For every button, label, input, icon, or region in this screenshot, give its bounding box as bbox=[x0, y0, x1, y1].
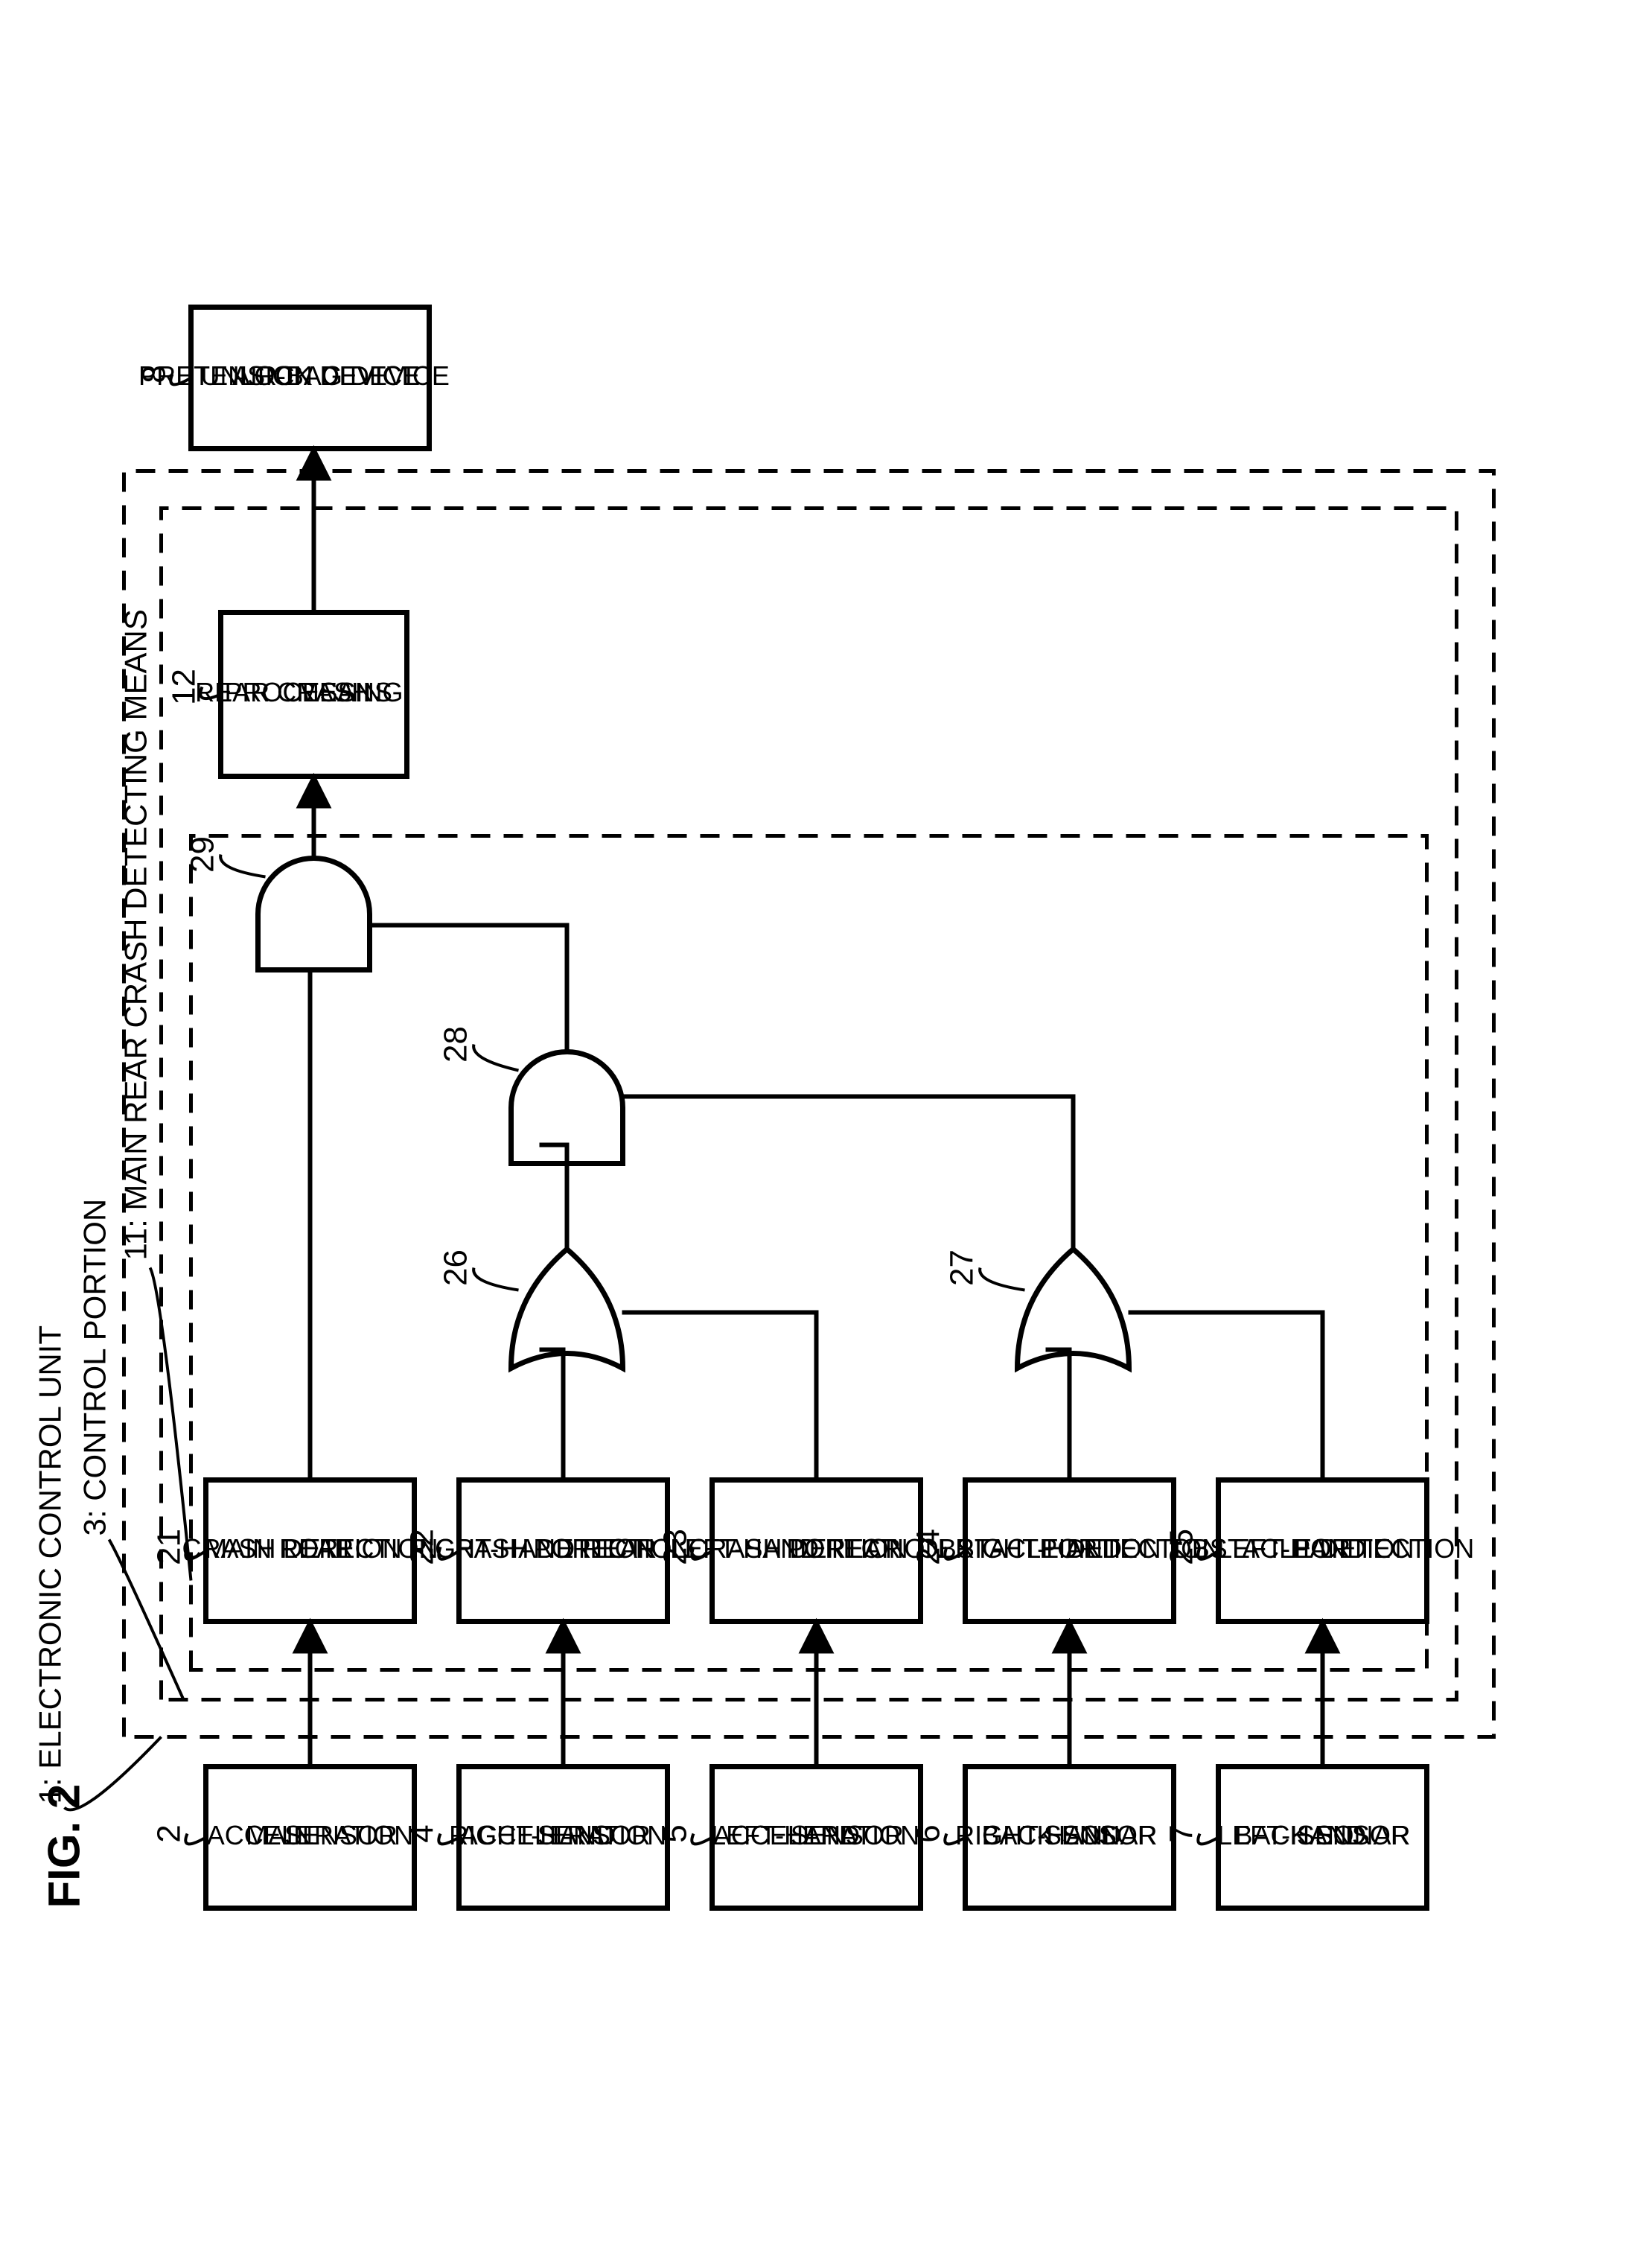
ref-number: 22 bbox=[404, 1529, 441, 1565]
ref-number: 24 bbox=[910, 1529, 947, 1565]
ref-number: 25 bbox=[1164, 1529, 1200, 1565]
output-box-label: AIR-BAG DEVICE bbox=[232, 360, 450, 391]
detection-box-label: PORTION bbox=[1292, 1533, 1414, 1564]
ref-number: 12 bbox=[166, 669, 202, 705]
ref-number: 2 bbox=[151, 1824, 188, 1842]
ref-number: 5 bbox=[657, 1824, 694, 1842]
sensor-box-2: MAINACCELERATIONSENSOR bbox=[206, 1767, 415, 1909]
crash-detection-diagram: FIG. 2MAINACCELERATIONSENSORRIGHT-HANDAC… bbox=[0, 0, 1652, 2253]
ref-number: 29 bbox=[185, 836, 221, 873]
and-gate-29 bbox=[258, 859, 370, 970]
outer-label-2: 11: MAIN REAR CRASH DETECTING MEANS bbox=[118, 609, 153, 1260]
ref-number: 26 bbox=[438, 1250, 474, 1286]
ref-number: 7 bbox=[1164, 1824, 1200, 1842]
sensor-box-label: SENSOR bbox=[284, 1820, 398, 1850]
outer-label-1: 3: CONTROL PORTION bbox=[77, 1199, 112, 1536]
outer-label-0: 1: ELECTRONIC CONTROL UNIT bbox=[33, 1325, 68, 1804]
ref-number: 4 bbox=[404, 1824, 441, 1842]
sensor-box-label: SENSOR bbox=[791, 1820, 904, 1850]
detection-box-label: PORTION bbox=[786, 1533, 908, 1564]
ref-number: 28 bbox=[438, 1026, 474, 1063]
ref-number: 6 bbox=[910, 1824, 947, 1842]
sensor-box-4: RIGHT-HANDACCELERATIONSENSOR bbox=[449, 1767, 667, 1909]
detection-box-21: MAIN REARCRASH DETECTIONPORTION bbox=[182, 1480, 438, 1622]
sensor-box-label: SENSOR bbox=[538, 1820, 651, 1850]
processing-box-label: MEANS bbox=[297, 677, 392, 707]
ref-number: 23 bbox=[657, 1529, 694, 1565]
sensor-box-6: RIGHT-HANDBACK SONARSENSOR bbox=[955, 1767, 1173, 1909]
detection-box-label: PORTION bbox=[533, 1533, 654, 1564]
ref-number: 27 bbox=[944, 1250, 980, 1286]
processing-box-12: REAR CRASHPROCESSINGMEANS bbox=[195, 613, 406, 777]
sensor-box-5: LEFT-HANDACCELERATIONSENSOR bbox=[711, 1767, 920, 1909]
ref-number: 8 bbox=[136, 365, 173, 383]
detection-box-label: PORTION bbox=[1039, 1533, 1161, 1564]
detection-box-label: PORTION bbox=[280, 1533, 401, 1564]
sensor-box-label: SENSOR bbox=[1044, 1820, 1157, 1850]
sensor-box-label: SENSOR bbox=[1297, 1820, 1410, 1850]
sensor-box-7: LEFT-HANDBACK SONARSENSOR bbox=[1217, 1767, 1426, 1909]
ref-number: 21 bbox=[151, 1529, 188, 1565]
